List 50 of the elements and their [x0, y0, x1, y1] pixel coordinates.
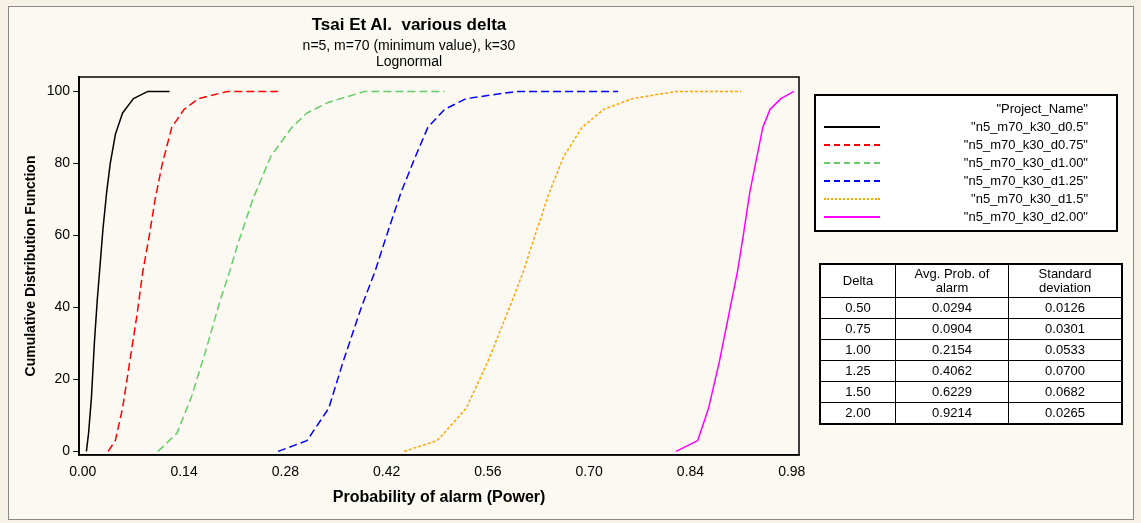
x-axis-title: Probability of alarm (Power): [332, 487, 546, 505]
y-tick-label: 20: [54, 370, 71, 387]
text: 1.25: [820, 360, 896, 382]
y-tick-label: 80: [54, 154, 71, 171]
text: 1.50: [820, 381, 896, 403]
line-series: [277, 90, 619, 453]
x-tick-label: 0.42: [373, 463, 401, 480]
x-tick-label: 0.98: [778, 463, 806, 480]
text: "n5_m70_k30_d2.00": [962, 208, 1089, 226]
line-series: [107, 90, 279, 453]
text: "n5_m70_k30_d0.75": [962, 136, 1089, 154]
line-series: [403, 90, 742, 453]
text: 0.0265: [1008, 402, 1122, 424]
text: Standard deviation: [1008, 264, 1122, 298]
text: "n5_m70_k30_d0.5": [970, 118, 1089, 136]
text: 0.4062: [895, 360, 1009, 382]
x-tick-label: 0.00: [69, 463, 97, 480]
text: 2.00: [820, 402, 896, 424]
y-axis-title: Cumulative Distribution Function: [22, 155, 39, 377]
text: Avg. Prob. of alarm: [895, 264, 1009, 298]
text: 0.6229: [895, 381, 1009, 403]
text: 0.9214: [895, 402, 1009, 424]
text: 0.0700: [1008, 360, 1122, 382]
x-tick-label: 0.84: [676, 463, 705, 480]
text: 0.0126: [1008, 297, 1122, 319]
chart-title: Tsai Et Al. various delta: [311, 14, 507, 34]
x-tick-label: 0.14: [170, 463, 198, 480]
text: 1.00: [820, 339, 896, 361]
y-tick-label: 40: [54, 298, 71, 315]
text: "n5_m70_k30_d1.00": [962, 154, 1089, 172]
text: 0.75: [820, 318, 896, 340]
text: Delta: [820, 264, 896, 298]
text: 0.0533: [1008, 339, 1122, 361]
legend-title: "Project_Name": [995, 100, 1089, 118]
line-series: [157, 90, 446, 453]
text: 0.50: [820, 297, 896, 319]
text: 0.2154: [895, 339, 1009, 361]
text: 0.0904: [895, 318, 1009, 340]
text: 0.0301: [1008, 318, 1122, 340]
y-tick-label: 100: [46, 82, 71, 99]
text: "n5_m70_k30_d1.25": [962, 172, 1089, 190]
x-tick-label: 0.28: [271, 463, 300, 480]
x-tick-label: 0.70: [575, 463, 604, 480]
text: "n5_m70_k30_d1.5": [970, 190, 1089, 208]
text: 0.0682: [1008, 381, 1122, 403]
x-tick-label: 0.56: [474, 463, 502, 480]
text: 0.0294: [895, 297, 1009, 319]
y-tick-label: 60: [54, 226, 71, 243]
chart-subtitle: n=5, m=70 (minimum value), k=30 Lognormal: [302, 36, 516, 70]
y-tick-label: 0: [62, 442, 71, 459]
